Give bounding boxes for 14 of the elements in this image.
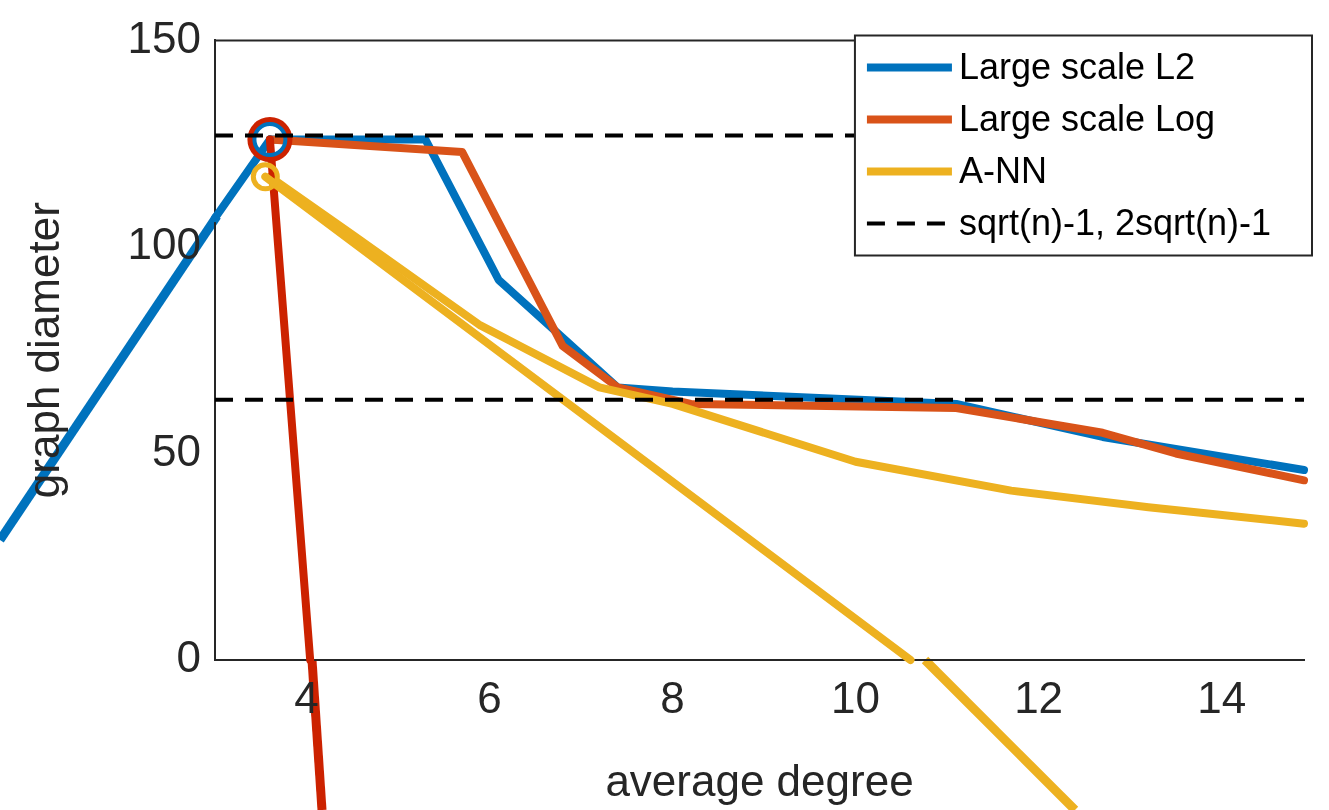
x-tick-label: 14 bbox=[1197, 672, 1247, 722]
y-tick-label: 150 bbox=[127, 12, 201, 62]
y-axis-title: graph diameter bbox=[18, 202, 68, 499]
legend-label: A-NN bbox=[958, 150, 1047, 192]
x-tick-label: 6 bbox=[477, 672, 502, 722]
y-tick-label: 0 bbox=[176, 632, 201, 682]
x-tick-label: 8 bbox=[660, 672, 685, 722]
legend-label: Large scale Log bbox=[958, 98, 1216, 140]
x-tick-label: 10 bbox=[831, 672, 881, 722]
legend-label: Large scale L2 bbox=[958, 46, 1196, 88]
x-tick-label: 12 bbox=[1014, 672, 1064, 722]
x-axis-title: average degree bbox=[605, 755, 914, 805]
legend-label: sqrt(n)-1, 2sqrt(n)-1 bbox=[958, 202, 1272, 244]
y-tick-label: 50 bbox=[152, 425, 201, 475]
